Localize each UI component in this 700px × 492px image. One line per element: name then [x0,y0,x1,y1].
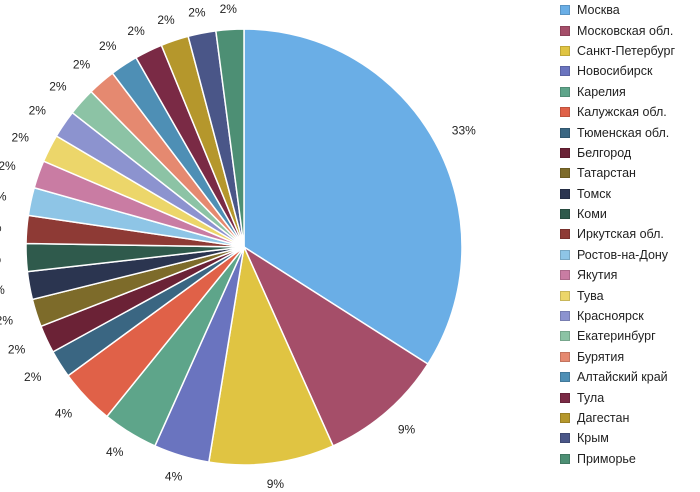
legend-item: Тува [560,285,700,305]
slice-percent-label: 2% [157,13,175,27]
legend-item: Московская обл. [560,20,700,40]
legend-item: Ростов-на-Дону [560,245,700,265]
legend-label: Крым [577,431,609,446]
legend-swatch [560,147,570,158]
legend-swatch [560,372,570,383]
legend-swatch [560,188,570,199]
legend-item: Крым [560,428,700,448]
slice-percent-label: 2% [49,79,67,93]
legend-swatch [560,229,570,240]
legend-item: Екатеринбург [560,326,700,346]
slice-percent-label: 4% [165,469,183,483]
legend-swatch [560,45,570,56]
slice-percent-label: 2% [0,252,1,266]
legend-label: Татарстан [577,166,636,181]
slice-percent-label: 2% [220,2,238,16]
chart-legend: Москва Московская обл. Санкт-Петербург Ново… [560,0,700,469]
legend-item: Якутия [560,265,700,285]
legend-label: Коми [577,207,607,222]
legend-label: Тува [577,288,604,303]
legend-item: Коми [560,204,700,224]
legend-swatch [560,311,570,322]
legend-item: Татарстан [560,163,700,183]
legend-item: Алтайский край [560,367,700,387]
pie-slice [214,28,245,248]
legend-item: Калужская обл. [560,102,700,122]
slice-percent-label: 9% [267,477,285,491]
legend-label: Тюменская обл. [577,125,670,140]
slice-percent-label: 2% [24,370,42,384]
legend-label: Якутия [577,268,618,283]
legend-swatch [560,351,570,362]
legend-swatch [560,25,570,36]
slice-percent-label: 2% [73,58,91,72]
legend-label: Московская обл. [577,23,674,38]
legend-item: Тула [560,387,700,407]
legend-swatch [560,107,570,118]
slice-percent-label: 33% [452,124,476,138]
legend-swatch [560,66,570,77]
legend-item: Белгород [560,143,700,163]
slice-percent-label: 2% [188,5,206,19]
legend-label: Новосибирск [577,64,653,79]
legend-label: Карелия [577,84,626,99]
legend-swatch [560,127,570,138]
legend-label: Томск [577,186,611,201]
legend-swatch [560,453,570,464]
legend-label: Екатеринбург [577,329,656,344]
legend-item: Дагестан [560,408,700,428]
slice-percent-label: 2% [8,343,26,357]
legend-label: Тула [577,390,605,405]
slice-percent-label: 2% [127,24,145,38]
legend-item: Москва [560,0,700,20]
slice-percent-label: 2% [0,220,2,234]
pie-slice [242,245,429,447]
legend-item: Приморье [560,449,700,469]
slice-percent-label: 4% [106,445,124,459]
legend-swatch [560,433,570,444]
legend-item: Иркутская обл. [560,224,700,244]
legend-label: Санкт-Петербург [577,43,676,58]
legend-swatch [560,331,570,342]
legend-label: Бурятия [577,349,625,364]
legend-swatch [560,290,570,301]
legend-swatch [560,392,570,403]
legend-label: Приморье [577,451,636,466]
slice-percent-label: 4% [55,406,73,420]
legend-swatch [560,86,570,97]
legend-item: Санкт-Петербург [560,41,700,61]
slice-percent-label: 9% [398,422,416,436]
slice-percent-label: 2% [12,131,30,145]
legend-item: Томск [560,184,700,204]
legend-item: Бурятия [560,347,700,367]
legend-item: Карелия [560,82,700,102]
legend-label: Алтайский край [577,370,668,385]
pie-slice [243,28,463,366]
slice-percent-label: 2% [0,159,16,173]
legend-item: Красноярск [560,306,700,326]
legend-item: Тюменская обл. [560,122,700,142]
legend-swatch [560,270,570,281]
legend-label: Дагестан [577,411,630,425]
pie-chart-plot: 33%9%9%4%4%4%2%2%2%2%2%2%2%2%2%2%2%2%2%2… [0,2,476,491]
legend-swatch [560,413,570,423]
legend-label: Калужская обл. [577,105,667,120]
slice-percent-label: 2% [0,189,7,203]
legend-label: Белгород [577,145,632,160]
legend-swatch [560,209,570,220]
legend-swatch [560,249,570,260]
legend-label: Ростов-на-Дону [577,247,669,262]
legend-label: Москва [577,3,620,18]
slice-percent-label: 2% [0,283,5,297]
legend-swatch [560,5,570,16]
slice-percent-label: 2% [0,313,13,327]
legend-label: Красноярск [577,309,644,324]
slice-percent-label: 2% [99,39,117,53]
legend-item: Новосибирск [560,61,700,81]
legend-label: Иркутская обл. [577,227,664,242]
legend-swatch [560,168,570,179]
slice-percent-label: 2% [29,104,47,118]
pie-slice [207,244,335,466]
